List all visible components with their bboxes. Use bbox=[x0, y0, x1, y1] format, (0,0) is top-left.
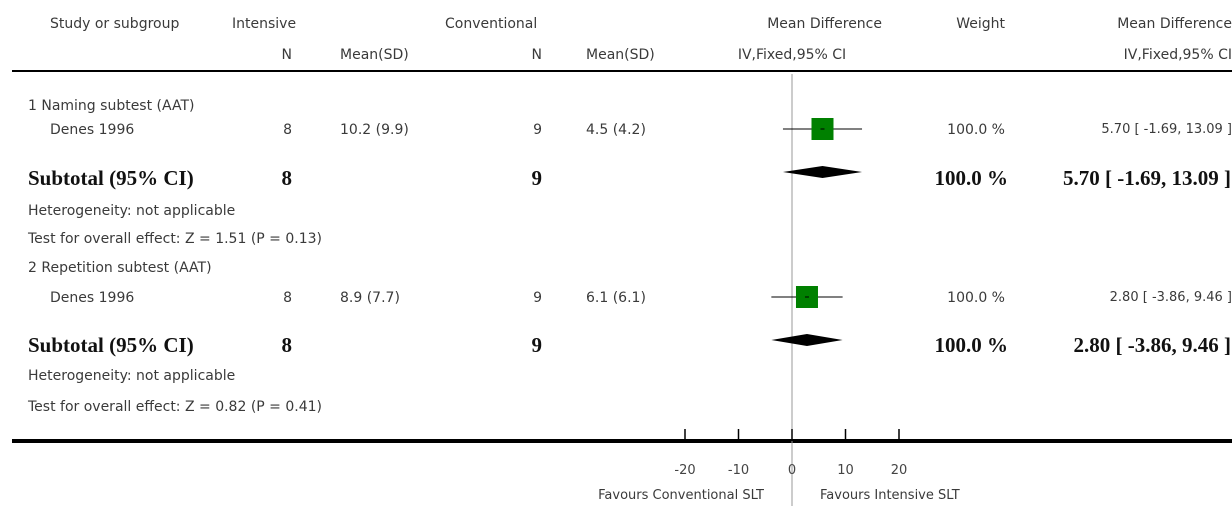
group-1-title: 1 Naming subtest (AAT) bbox=[28, 98, 195, 114]
axis-tick-label: -20 bbox=[674, 463, 695, 478]
subtotal-diamond bbox=[782, 166, 863, 178]
favours-right-label: Favours Intensive SLT bbox=[820, 488, 960, 503]
group-1-subtotal-label: Subtotal (95% CI) bbox=[28, 166, 194, 190]
header-intensive: Intensive bbox=[232, 16, 297, 32]
group-2-study-n-int: 8 bbox=[283, 290, 292, 306]
group-2-study-mean-sd-conv: 6.1 (6.1) bbox=[586, 290, 646, 306]
header-mean-sd-intensive: Mean(SD) bbox=[340, 47, 409, 63]
group-1-study-name: Denes 1996 bbox=[50, 122, 135, 138]
group-1-study-mean-sd-conv: 4.5 (4.2) bbox=[586, 122, 646, 138]
group-2-subtotal-ci: 2.80 [ -3.86, 9.46 ] bbox=[1073, 333, 1231, 357]
group-2-study-weight: 100.0 % bbox=[947, 290, 1005, 306]
header-method-right: IV,Fixed,95% CI bbox=[1123, 47, 1232, 63]
group-2-study-n-conv: 9 bbox=[533, 290, 542, 306]
header-n-intensive: N bbox=[281, 47, 292, 63]
group-1-subtotal-n-conv: 9 bbox=[531, 166, 543, 190]
header-mean-difference-right: Mean Difference bbox=[1117, 16, 1232, 32]
axis-tick-label: 0 bbox=[788, 463, 796, 478]
group-1-subtotal-weight: 100.0 % bbox=[934, 166, 1009, 190]
header-n-conventional: N bbox=[531, 47, 542, 63]
group-2-study-mean-sd-int: 8.9 (7.7) bbox=[340, 290, 400, 306]
group-2-subtotal-n-conv: 9 bbox=[531, 333, 543, 357]
group-2-subtotal-weight: 100.0 % bbox=[934, 333, 1009, 357]
header-study-or-subgroup: Study or subgroup bbox=[50, 16, 180, 32]
group-1-study-weight: 100.0 % bbox=[947, 122, 1005, 138]
group-1-subtotal-n-int: 8 bbox=[281, 166, 293, 190]
group-2-heterogeneity: Heterogeneity: not applicable bbox=[28, 368, 236, 384]
group-1-study-n-conv: 9 bbox=[533, 122, 542, 138]
group-2-title: 2 Repetition subtest (AAT) bbox=[28, 260, 212, 276]
group-2-subtotal-label: Subtotal (95% CI) bbox=[28, 333, 194, 357]
group-1-study-ci: 5.70 [ -1.69, 13.09 ] bbox=[1101, 122, 1232, 137]
group-2-subtotal-n-int: 8 bbox=[281, 333, 293, 357]
group-1-study-mean-sd-int: 10.2 (9.9) bbox=[340, 122, 409, 138]
axis-tick-label: -10 bbox=[728, 463, 749, 478]
group-1-study-n-int: 8 bbox=[283, 122, 292, 138]
group-1-heterogeneity: Heterogeneity: not applicable bbox=[28, 203, 236, 219]
axis-tick-label: 10 bbox=[837, 463, 854, 478]
header-conventional: Conventional bbox=[445, 16, 538, 32]
header-mean-difference: Mean Difference bbox=[767, 16, 882, 32]
header-rule bbox=[12, 70, 1232, 72]
group-1-overall-effect: Test for overall effect: Z = 1.51 (P = 0… bbox=[28, 231, 322, 247]
header-mean-sd-conventional: Mean(SD) bbox=[586, 47, 655, 63]
header-weight: Weight bbox=[956, 16, 1005, 32]
header-method-plot: IV,Fixed,95% CI bbox=[737, 47, 847, 63]
favours-left-label: Favours Conventional SLT bbox=[598, 488, 764, 503]
axis-tick-label: 20 bbox=[891, 463, 908, 478]
subtotal-diamond bbox=[771, 334, 843, 346]
group-2-study-name: Denes 1996 bbox=[50, 290, 135, 306]
group-2-study-ci: 2.80 [ -3.86, 9.46 ] bbox=[1109, 290, 1232, 305]
group-2-overall-effect: Test for overall effect: Z = 0.82 (P = 0… bbox=[28, 399, 322, 415]
group-1-subtotal-ci: 5.70 [ -1.69, 13.09 ] bbox=[1063, 166, 1231, 190]
bottom-rule bbox=[12, 439, 1232, 443]
